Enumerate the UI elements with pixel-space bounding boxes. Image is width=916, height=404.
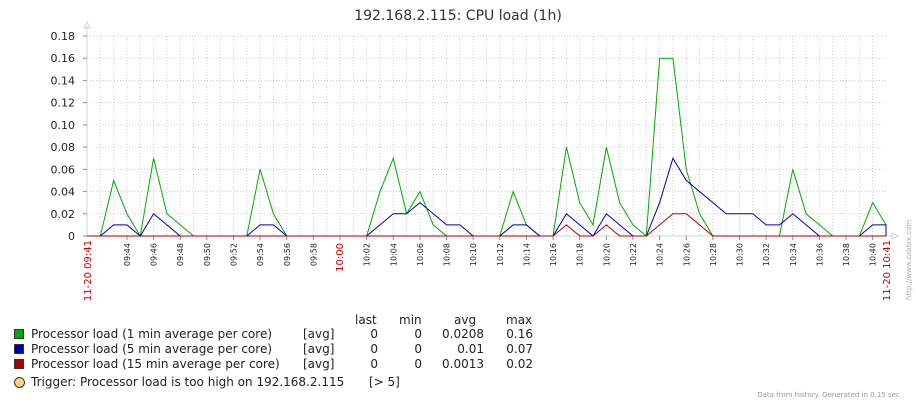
legend-swatch (14, 329, 24, 339)
legend-max: 0.02 (506, 357, 533, 371)
x-axis-arrow (891, 232, 900, 240)
legend-avg: 0.0208 (442, 327, 484, 341)
legend-max: 0.07 (506, 342, 533, 356)
legend-header-last: last (355, 313, 377, 327)
legend-func: [avg] (303, 327, 335, 341)
y-tick-label: 0.02 (51, 208, 76, 221)
y-tick-label: 0 (68, 230, 75, 243)
x-tick-label: 10:08 (443, 243, 452, 266)
x-tick-label: 09:44 (123, 243, 132, 266)
x-tick-label: 10:06 (416, 243, 425, 266)
legend-min: 0 (414, 342, 422, 356)
y-tick-label: 0.06 (51, 163, 76, 176)
x-end-label: 11-20 10:41 (882, 240, 893, 301)
x-tick-label: 10:36 (815, 243, 824, 266)
x-tick-label: 09:58 (309, 243, 318, 266)
legend-last: 0 (370, 342, 378, 356)
y-tick-label: 0.04 (51, 186, 76, 199)
legend-func: [avg] (303, 342, 335, 356)
x-tick-label: 10:14 (522, 243, 531, 266)
y-tick-label: 0.18 (51, 30, 76, 43)
legend-series-name: Processor load (15 min average per core) (31, 357, 280, 371)
legend-header-max: max (506, 313, 533, 327)
x-tick-label: 10:28 (709, 243, 718, 266)
x-tick-label: 09:52 (229, 243, 238, 266)
y-tick-label: 0.08 (51, 141, 76, 154)
legend-header-min: min (399, 313, 422, 327)
legend-func: [avg] (303, 357, 335, 371)
watermark-text: http://www.zabbix.com (905, 219, 913, 300)
legend-min: 0 (414, 327, 422, 341)
trigger-marker (14, 377, 25, 388)
y-tick-label: 0.14 (51, 74, 76, 87)
y-tick-label: 0.10 (51, 119, 76, 132)
legend-series-name: Processor load (5 min average per core) (31, 342, 273, 356)
x-tick-label: 10:12 (496, 243, 505, 266)
legend-swatch (14, 344, 24, 354)
x-tick-label: 09:46 (150, 243, 159, 266)
x-tick-label: 10:02 (363, 243, 372, 266)
legend-series-name: Processor load (1 min average per core) (31, 327, 273, 341)
x-tick-label: 10:24 (656, 243, 665, 266)
legend-header-avg: avg (454, 313, 477, 327)
legend-swatch (14, 359, 24, 369)
trigger-label: Trigger: Processor load is too high on 1… (31, 375, 345, 389)
x-tick-label: 10:30 (736, 243, 745, 266)
legend-min: 0 (414, 357, 422, 371)
x-tick-label: 10:34 (789, 243, 798, 266)
zabbix-watermark: http://www.zabbix.com (905, 220, 913, 300)
x-tick-label: 09:54 (256, 243, 265, 266)
x-tick-label: 10:40 (869, 243, 878, 266)
y-axis-arrow (83, 20, 91, 29)
x-tick-label: 09:56 (283, 243, 292, 266)
x-tick-label: 09:50 (203, 243, 212, 266)
legend-last: 0 (370, 327, 378, 341)
legend-max: 0.16 (506, 327, 533, 341)
x-tick-label: 10:10 (469, 243, 478, 266)
x-tick-label: 10:26 (682, 243, 691, 266)
x-tick-label: 10:38 (842, 243, 851, 266)
x-tick-label: 10:16 (549, 243, 558, 266)
x-tick-label: 09:48 (176, 243, 185, 266)
x-tick-label: 10:20 (602, 243, 611, 266)
y-tick-label: 0.16 (51, 52, 76, 65)
chart-title: 192.168.2.115: CPU load (1h) (354, 8, 562, 24)
y-tick-label: 0.12 (51, 97, 76, 110)
legend-last: 0 (370, 357, 378, 371)
x-tick-label: 10:04 (389, 243, 398, 266)
legend-avg: 0.0013 (442, 357, 484, 371)
trigger-value: [> 5] (369, 375, 400, 389)
series-line (87, 213, 886, 237)
x-tick-label: 10:00 (335, 243, 346, 272)
generation-footer: Data from history. Generated in 0.15 sec… (757, 391, 902, 399)
x-tick-label: 10:18 (576, 243, 585, 266)
legend-avg: 0.01 (457, 342, 484, 356)
x-tick-label: 10:22 (629, 243, 638, 266)
x-start-label: 11-20 09:41 (83, 240, 94, 301)
x-tick-label: 10:32 (762, 243, 771, 266)
